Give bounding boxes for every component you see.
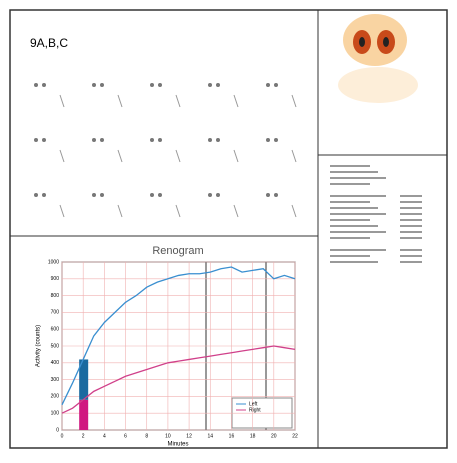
- kidney-dot: [216, 83, 220, 87]
- text-line: [330, 183, 370, 185]
- text-line: [330, 177, 386, 179]
- x-tick-label: 22: [292, 433, 298, 439]
- y-tick-label: 400: [51, 360, 60, 366]
- kidney-dot: [274, 83, 278, 87]
- y-tick-label: 300: [51, 377, 60, 383]
- y-axis-label: Activity (counts): [36, 325, 42, 367]
- y-tick-label: 800: [51, 293, 60, 299]
- panel-label: 9A,B,C: [30, 36, 68, 50]
- kidney-dot: [274, 193, 278, 197]
- text-line: [400, 249, 422, 251]
- y-tick-label: 1000: [48, 259, 59, 265]
- kidney-dot: [150, 138, 154, 142]
- kidney-dot: [150, 83, 154, 87]
- x-tick-label: 0: [61, 433, 64, 439]
- kidney-dot: [274, 138, 278, 142]
- legend-label: Right: [249, 407, 261, 413]
- text-line: [400, 231, 422, 233]
- kidney-dot: [208, 83, 212, 87]
- text-line: [400, 237, 422, 239]
- chart-title: Renogram: [152, 245, 203, 257]
- x-tick-label: 8: [145, 433, 148, 439]
- x-axis-label: Minutes: [167, 442, 188, 448]
- kidney-dot: [100, 193, 104, 197]
- x-tick-label: 12: [186, 433, 192, 439]
- kidney-dot: [34, 138, 38, 142]
- kidney-dot: [158, 83, 162, 87]
- y-tick-label: 100: [51, 411, 60, 417]
- text-line: [330, 255, 370, 257]
- text-line: [400, 213, 422, 215]
- kidney-dot: [266, 83, 270, 87]
- y-tick-label: 200: [51, 394, 60, 400]
- kidney-dot: [100, 138, 104, 142]
- kidney-dot: [208, 193, 212, 197]
- x-tick-label: 2: [82, 433, 85, 439]
- kidney-dot: [208, 138, 212, 142]
- text-line: [330, 225, 378, 227]
- x-tick-label: 10: [165, 433, 171, 439]
- text-line: [330, 207, 378, 209]
- y-tick-label: 700: [51, 310, 60, 316]
- kidney-dot: [100, 83, 104, 87]
- text-line: [330, 165, 370, 167]
- screen: 9A,B,C Renogram Minutes Activity (counts…: [0, 0, 457, 458]
- text-line: [330, 249, 386, 251]
- kidney-dot: [42, 193, 46, 197]
- text-line: [330, 201, 370, 203]
- kidney-dot: [42, 83, 46, 87]
- x-tick-label: 18: [250, 433, 256, 439]
- text-line: [330, 213, 386, 215]
- x-tick-label: 14: [207, 433, 213, 439]
- shade-bar: [79, 400, 88, 430]
- y-tick-label: 900: [51, 276, 60, 282]
- kidney-dot: [34, 83, 38, 87]
- kidney-dot: [266, 138, 270, 142]
- text-line: [330, 237, 370, 239]
- x-tick-label: 16: [229, 433, 235, 439]
- text-line: [400, 225, 422, 227]
- kidney-dot: [216, 193, 220, 197]
- text-line: [400, 201, 422, 203]
- text-line: [330, 219, 370, 221]
- kidney-dot: [34, 193, 38, 197]
- kidney-dot: [42, 138, 46, 142]
- text-line: [400, 255, 422, 257]
- kidney-dot: [92, 193, 96, 197]
- x-tick-label: 20: [271, 433, 277, 439]
- text-line: [330, 171, 378, 173]
- x-tick-label: 6: [124, 433, 127, 439]
- kidney-dot: [266, 193, 270, 197]
- kidney-dot: [158, 138, 162, 142]
- text-line: [330, 261, 378, 263]
- kidney-dot: [92, 138, 96, 142]
- text-line: [400, 207, 422, 209]
- kidney-dot: [92, 83, 96, 87]
- x-tick-label: 4: [103, 433, 106, 439]
- text-line: [400, 261, 422, 263]
- kidney-dot: [158, 193, 162, 197]
- text-line: [330, 195, 386, 197]
- y-tick-label: 0: [56, 427, 59, 433]
- kidney-dot: [150, 193, 154, 197]
- text-line: [330, 231, 386, 233]
- y-tick-label: 600: [51, 327, 60, 333]
- text-line: [400, 195, 422, 197]
- y-tick-label: 500: [51, 343, 60, 349]
- kidney-dot: [216, 138, 220, 142]
- text-line: [400, 219, 422, 221]
